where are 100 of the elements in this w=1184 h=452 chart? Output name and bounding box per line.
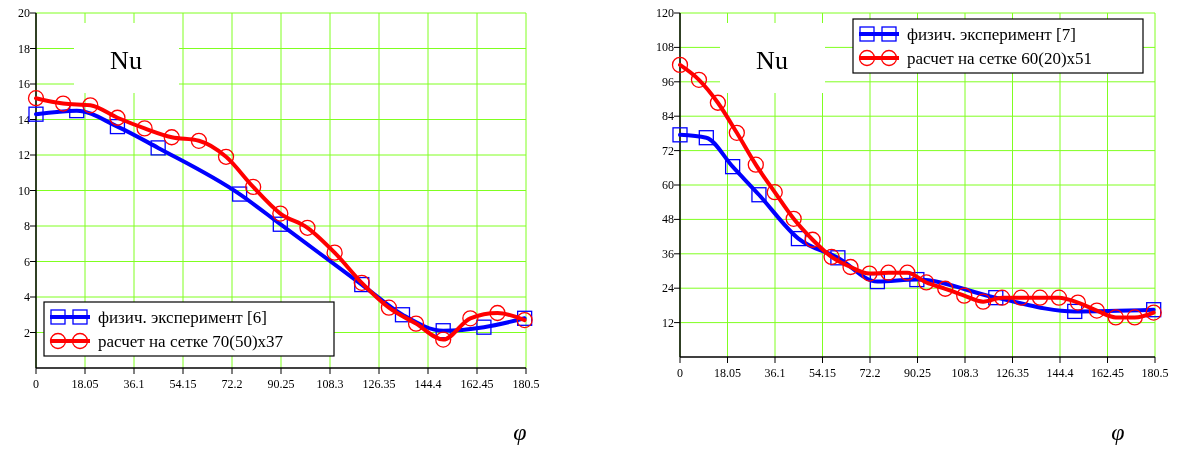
point	[299, 219, 316, 236]
point	[82, 97, 99, 114]
point	[435, 331, 452, 348]
x-tick-label: 90.25	[267, 377, 295, 391]
x-tick-label: 180.5	[1141, 366, 1169, 380]
x-tick-label: 126.35	[996, 366, 1029, 380]
y-axis-title: Nu	[110, 46, 142, 75]
point	[861, 265, 878, 282]
point	[728, 124, 745, 141]
point	[1126, 309, 1143, 326]
point	[231, 186, 248, 202]
point	[956, 287, 973, 304]
y-tick-label: 24	[662, 281, 674, 296]
legend-label: расчет на сетке 60(20)x51	[907, 49, 1093, 68]
x-tick-label: 0	[33, 377, 39, 391]
y-tick-label: 20	[18, 6, 30, 20]
point	[672, 127, 688, 143]
point	[272, 216, 288, 232]
point	[918, 274, 935, 291]
point	[109, 109, 126, 126]
point	[1069, 294, 1087, 311]
x-tick-label: 18.05	[71, 377, 99, 391]
point	[462, 310, 479, 327]
point	[804, 231, 821, 248]
y-tick-label: 72	[662, 143, 674, 158]
y-tick-label: 18	[18, 41, 30, 56]
point	[163, 129, 180, 146]
x-tick-label: 126.35	[362, 377, 396, 391]
y-tick-label: 84	[662, 109, 674, 124]
x-tick-label: 18.05	[714, 366, 741, 380]
y-tick-label: 60	[662, 178, 674, 192]
point	[988, 290, 1004, 306]
y-tick-label: 16	[18, 77, 30, 91]
point	[28, 106, 44, 122]
x-tick-label: 72.2	[221, 377, 243, 391]
x-tick-label: 108.3	[316, 377, 344, 391]
point	[150, 140, 166, 156]
point	[55, 95, 72, 112]
point	[698, 130, 714, 146]
x-tick-label: 36.1	[123, 377, 145, 391]
legend-label: физич. эксперимент [7]	[907, 25, 1076, 44]
x-axis-title: φ	[1111, 419, 1125, 445]
x-tick-label: 144.4	[1046, 366, 1074, 380]
point	[937, 280, 954, 297]
x-tick-label: 144.4	[414, 377, 442, 391]
x-tick-label: 90.25	[904, 366, 931, 380]
point	[1050, 289, 1068, 306]
point	[245, 178, 262, 196]
point	[842, 258, 859, 276]
x-axis-title: φ	[513, 419, 527, 445]
point	[751, 187, 767, 203]
point	[1088, 302, 1105, 319]
legend-label: физич. эксперимент [6]	[98, 308, 267, 327]
point	[880, 264, 897, 281]
y-tick-label: 48	[662, 212, 674, 227]
point	[326, 244, 343, 261]
point	[785, 210, 802, 227]
y-tick-label: 8	[24, 219, 30, 233]
point	[1012, 289, 1030, 306]
point	[823, 248, 840, 266]
point	[190, 132, 208, 149]
point	[1031, 289, 1049, 306]
point	[709, 94, 727, 111]
point	[724, 159, 741, 175]
point	[830, 250, 846, 266]
point	[1107, 309, 1124, 326]
point	[1067, 303, 1083, 320]
y-tick-label: 6	[24, 254, 30, 269]
point	[489, 304, 506, 322]
point	[27, 90, 45, 107]
legend-label: расчет на сетке 70(50)x37	[98, 332, 284, 351]
y-tick-label: 36	[662, 246, 674, 261]
y-tick-label: 120	[656, 6, 674, 20]
point	[217, 148, 235, 165]
y-tick-label: 108	[656, 40, 674, 55]
x-tick-label: 108.3	[951, 366, 979, 380]
point	[272, 205, 289, 222]
x-tick-label: 72.2	[859, 366, 881, 380]
point	[747, 156, 764, 173]
point	[671, 56, 689, 74]
point	[476, 319, 492, 335]
point	[690, 71, 708, 88]
y-tick-label: 14	[18, 112, 30, 127]
x-tick-label: 0	[677, 366, 683, 380]
x-tick-label: 162.45	[1091, 366, 1124, 380]
x-tick-label: 54.15	[809, 366, 836, 380]
y-tick-label: 96	[662, 74, 674, 89]
point	[993, 289, 1011, 306]
y-tick-label: 12	[662, 315, 674, 330]
point	[407, 315, 425, 332]
point	[766, 184, 783, 201]
y-tick-label: 4	[24, 290, 30, 304]
point	[975, 293, 992, 310]
point	[899, 264, 916, 281]
point	[380, 299, 398, 316]
point	[394, 307, 411, 323]
x-tick-label: 54.15	[169, 377, 197, 391]
y-tick-label: 10	[18, 183, 30, 198]
y-axis-title: Nu	[756, 46, 788, 75]
x-tick-label: 36.1	[764, 366, 786, 380]
